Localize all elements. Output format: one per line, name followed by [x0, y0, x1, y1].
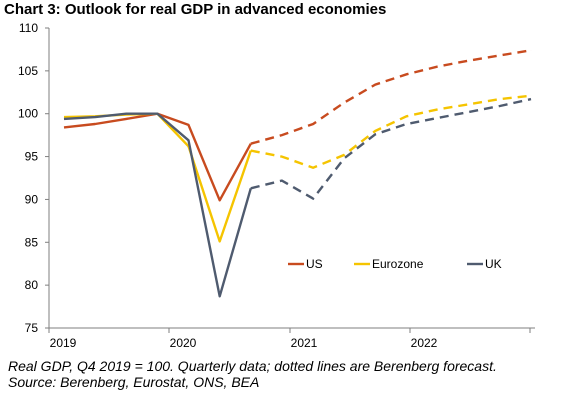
y-tick-label: 110 [19, 21, 38, 35]
legend-label-eurozone: Eurozone [372, 257, 424, 271]
chart-title: Chart 3: Outlook for real GDP in advance… [4, 1, 387, 18]
legend: US Eurozone UK [288, 257, 502, 271]
legend-label-us: US [306, 257, 323, 271]
line-chart: 75 80 85 90 95 100 105 110 2019 2020 2021 2022 US Eu… [18, 21, 535, 350]
series-lines [63, 49, 532, 298]
series-line-eurozone-forecast [250, 94, 532, 169]
axes: 75 80 85 90 95 100 105 110 2019 2020 2021 2022 [18, 21, 535, 350]
y-tick-label: 85 [25, 235, 39, 249]
series-line-eurozone-actual [63, 112, 252, 243]
series-line-uk-actual [63, 112, 252, 298]
y-tick-label: 100 [18, 107, 38, 121]
y-tick-label: 75 [25, 321, 39, 335]
y-tick-label: 80 [25, 278, 39, 292]
legend-label-uk: UK [485, 257, 502, 271]
chart-footer: Real GDP, Q4 2019 = 100. Quarterly data;… [8, 358, 497, 390]
series-line-uk-forecast [250, 97, 532, 201]
y-tick-label: 90 [25, 192, 39, 206]
y-tick-label: 95 [25, 150, 39, 164]
x-tick-label: 2020 [170, 336, 197, 350]
y-tick-label: 105 [18, 64, 38, 78]
chart-source: Source: Berenberg, Eurostat, ONS, BEA [8, 374, 260, 390]
x-tick-label: 2019 [50, 336, 77, 350]
series-line-us-actual [63, 112, 252, 202]
chart-note: Real GDP, Q4 2019 = 100. Quarterly data;… [8, 358, 497, 374]
series-line-us-forecast [250, 49, 532, 145]
x-tick-label: 2021 [291, 336, 318, 350]
x-tick-label: 2022 [411, 336, 438, 350]
